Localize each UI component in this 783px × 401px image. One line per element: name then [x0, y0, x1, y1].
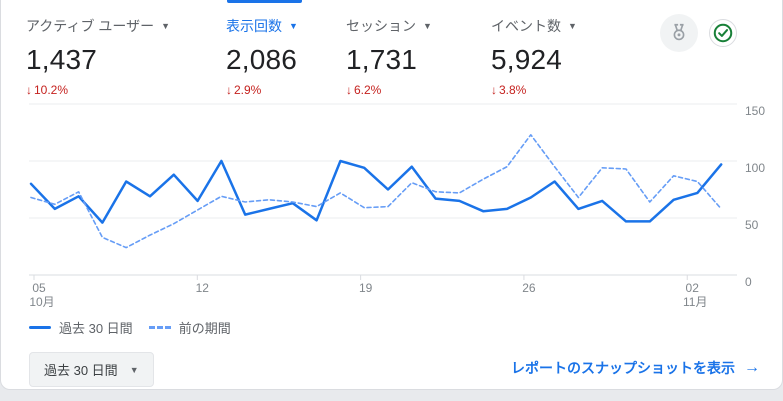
x-axis-month-label: 10月	[29, 295, 54, 309]
chevron-down-icon[interactable]: ▼	[161, 21, 170, 31]
metric-label[interactable]: セッション ▼	[346, 16, 432, 36]
metric-change-text: 6.2%	[354, 83, 382, 97]
chevron-down-icon[interactable]: ▼	[568, 21, 577, 31]
medal-glyph	[673, 23, 685, 41]
metric-label-text: セッション	[346, 18, 416, 34]
legend-label: 前の期間	[178, 321, 231, 336]
legend-item-previous: 前の期間	[148, 318, 231, 337]
metric-change-badge: ↓ 2.9%	[226, 83, 298, 97]
y-axis-label: 0	[745, 275, 752, 289]
decrease-arrow-icon: ↓	[226, 83, 232, 97]
metric-change-badge: ↓ 3.8%	[491, 83, 577, 97]
x-axis-label: 02	[686, 281, 700, 295]
metric-tab-sessions[interactable]: セッション ▼ 1,731 ↓ 6.2%	[346, 16, 432, 97]
analytics-overview-card: アクティブ ユーザー ▼ 1,437 ↓ 10.2% 表示回数 ▼ 2,086 …	[0, 0, 783, 390]
x-axis-month-label: 11月	[683, 295, 707, 309]
metric-change-badge: ↓ 10.2%	[26, 83, 170, 97]
metric-change-text: 2.9%	[234, 83, 262, 97]
time-series-chart: 0 50 100 150 05 10月 12 19 26 02 11月	[1, 95, 783, 310]
metric-change-badge: ↓ 6.2%	[346, 83, 432, 97]
x-axis-label: 05	[32, 281, 46, 295]
chart-legend: 過去 30 日間 前の期間	[29, 318, 231, 337]
selected-metric-indicator	[227, 0, 302, 3]
x-axis-label: 26	[522, 281, 536, 295]
y-axis-label: 150	[745, 104, 765, 118]
metric-label[interactable]: 表示回数 ▼	[226, 16, 298, 36]
current-period-line	[29, 159, 723, 224]
decrease-arrow-icon: ↓	[346, 83, 352, 97]
metric-value: 1,437	[26, 44, 98, 75]
date-range-label: 過去 30 日間	[44, 363, 118, 378]
metric-change-text: 3.8%	[499, 83, 527, 97]
metric-value: 1,731	[346, 44, 418, 75]
snapshot-link-label: レポートのスナップショットを表示	[511, 360, 735, 376]
date-range-selector[interactable]: 過去 30 日間 ▼	[29, 352, 154, 387]
solid-line-swatch-icon	[29, 326, 51, 329]
chevron-down-icon[interactable]: ▼	[289, 21, 298, 31]
chevron-down-icon: ▼	[129, 364, 139, 375]
y-axis-label: 50	[745, 218, 759, 232]
x-axis-label: 19	[359, 281, 373, 295]
x-axis-label: 12	[196, 281, 210, 295]
decrease-arrow-icon: ↓	[26, 83, 32, 97]
y-axis-label: 100	[745, 161, 765, 175]
insights-medal-icon[interactable]	[660, 14, 698, 52]
metric-change-text: 10.2%	[34, 83, 69, 97]
chevron-down-icon[interactable]: ▼	[423, 21, 432, 31]
metric-label-text: アクティブ ユーザー	[26, 18, 155, 34]
legend-label: 過去 30 日間	[59, 321, 133, 336]
check-circle-glyph	[713, 23, 733, 43]
report-snapshot-link[interactable]: レポートのスナップショットを表示 →	[511, 358, 760, 378]
metric-label-text: イベント数	[491, 18, 561, 34]
metric-value: 5,924	[491, 44, 563, 75]
metric-tab-event-count[interactable]: イベント数 ▼ 5,924 ↓ 3.8%	[491, 16, 577, 97]
metric-tab-active-users[interactable]: アクティブ ユーザー ▼ 1,437 ↓ 10.2%	[26, 16, 170, 97]
metric-tab-views[interactable]: 表示回数 ▼ 2,086 ↓ 2.9%	[226, 16, 298, 97]
metric-label[interactable]: イベント数 ▼	[491, 16, 577, 36]
previous-period-line	[30, 133, 723, 249]
metric-value: 2,086	[226, 44, 298, 75]
metric-label-text: 表示回数	[226, 18, 282, 34]
dashed-line-swatch-icon	[148, 326, 171, 329]
arrow-right-icon: →	[744, 359, 760, 376]
decrease-arrow-icon: ↓	[491, 83, 497, 97]
data-quality-check-icon[interactable]	[709, 19, 737, 47]
metric-label[interactable]: アクティブ ユーザー ▼	[26, 16, 170, 36]
legend-item-current: 過去 30 日間	[29, 318, 133, 337]
